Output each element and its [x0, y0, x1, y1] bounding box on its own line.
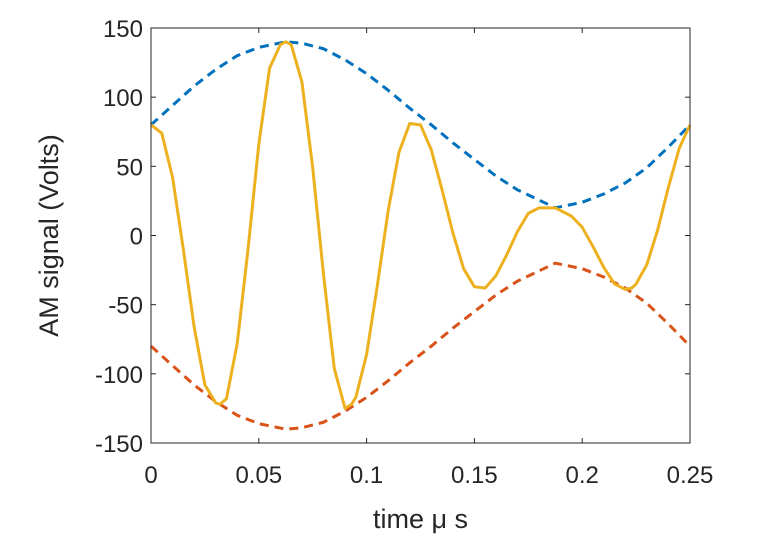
plot-area [151, 28, 690, 443]
series-layer [149, 40, 692, 431]
y-tick-label: 150 [103, 16, 143, 43]
tick-layer: 0 0.05 0.1 0.15 0.2 0.25 150 100 50 0 -50 -100 -150 [95, 16, 713, 489]
series-line-2 [149, 261, 692, 431]
x-tick-label: 0.1 [350, 462, 383, 489]
y-axis-label: AM signal (Volts) [34, 134, 64, 337]
y-tick-label: -100 [95, 362, 143, 389]
y-tick-label: 100 [103, 85, 143, 112]
series-line-3 [150, 40, 692, 410]
y-tick-label: 50 [116, 154, 143, 181]
x-tick-label: 0.2 [566, 462, 599, 489]
y-tick-label: -150 [95, 431, 143, 458]
x-tick-label: 0.05 [235, 462, 282, 489]
y-tick-label: 0 [130, 224, 143, 251]
y-tick-label: -50 [108, 293, 143, 320]
x-tick-label: 0.25 [667, 462, 714, 489]
x-tick-label: 0 [144, 462, 157, 489]
x-tick-label: 0.15 [451, 462, 498, 489]
x-axis-label: time μ s [373, 504, 468, 534]
series-line-1 [149, 40, 692, 210]
